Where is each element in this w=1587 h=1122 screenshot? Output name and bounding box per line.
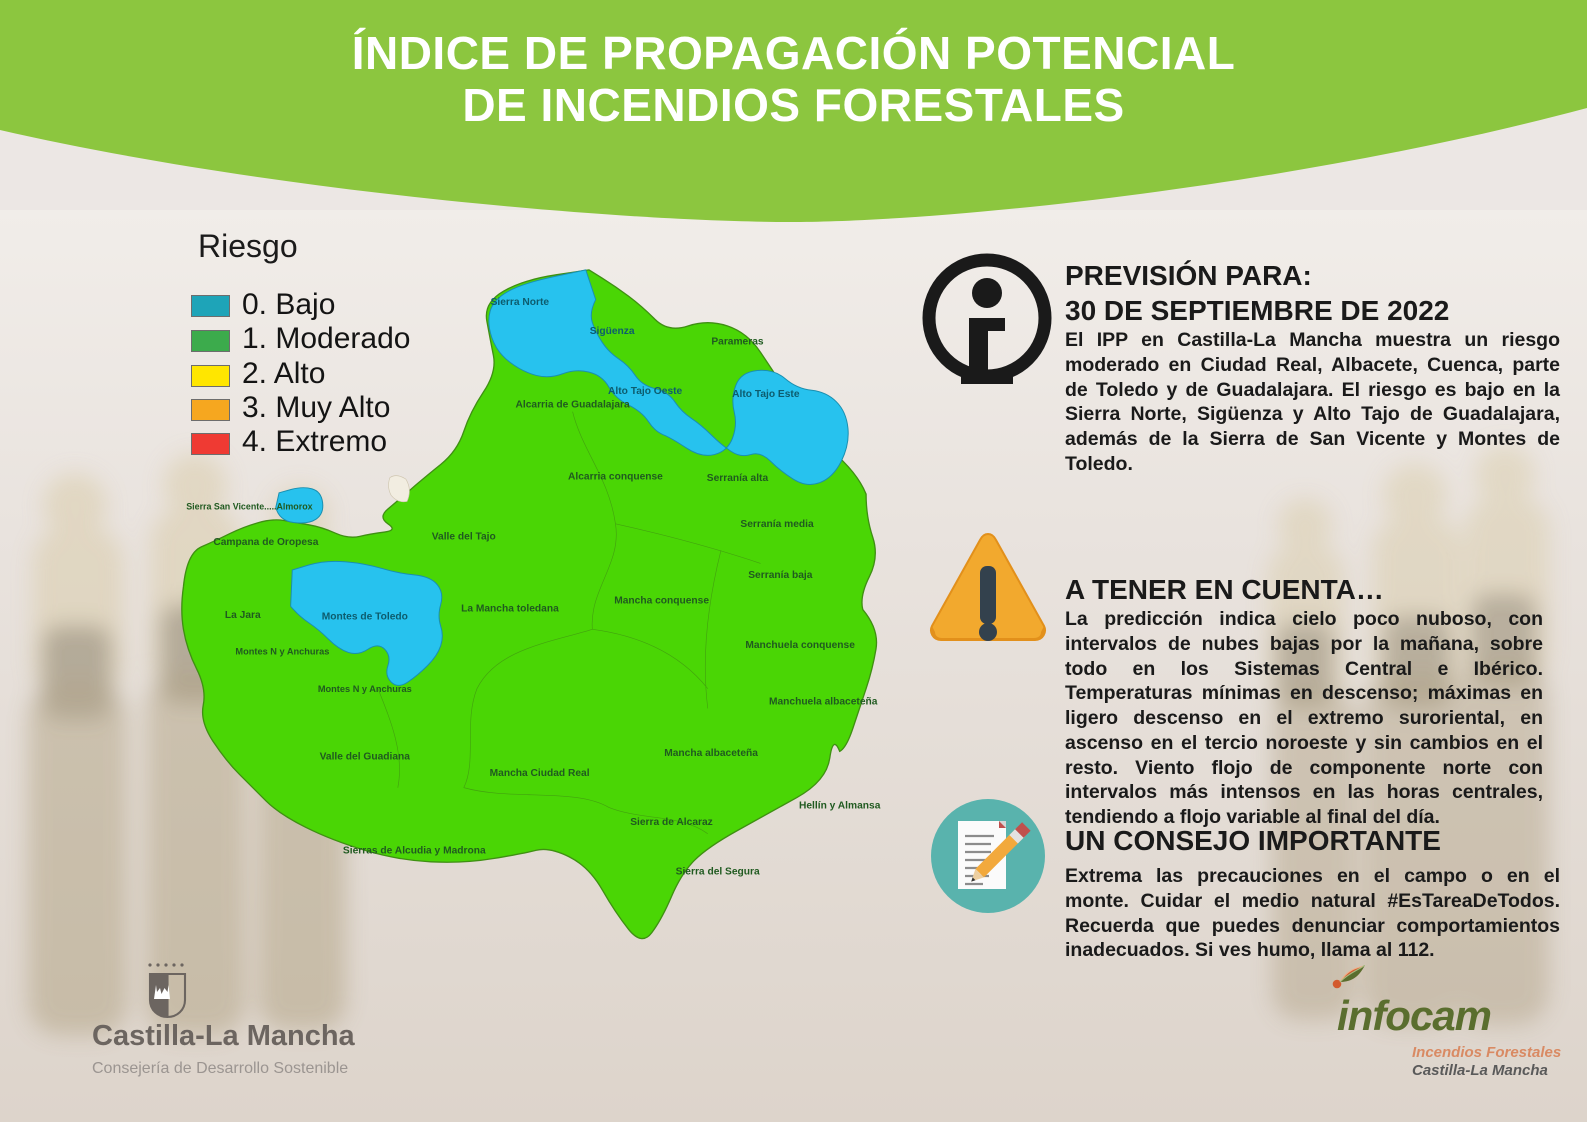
svg-text:Alcarria de Guadalajara: Alcarria de Guadalajara (515, 400, 629, 411)
svg-text:Manchuela albaceteña: Manchuela albaceteña (769, 697, 878, 708)
svg-text:La Mancha toledana: La Mancha toledana (461, 604, 559, 615)
svg-text:Valle del Guadiana: Valle del Guadiana (320, 751, 411, 762)
svg-text:Sigüenza: Sigüenza (590, 326, 635, 337)
svg-text:Hellín y Almansa: Hellín y Almansa (799, 801, 881, 812)
svg-text:Montes N y Anchuras: Montes N y Anchuras (235, 646, 329, 656)
svg-text:Valle del Tajo: Valle del Tajo (432, 532, 496, 543)
svg-text:La Jara: La Jara (225, 610, 261, 621)
svg-text:Montes N y Anchuras: Montes N y Anchuras (318, 684, 412, 694)
svg-text:Mancha albaceteña: Mancha albaceteña (664, 748, 758, 759)
svg-text:Sierra del Segura: Sierra del Segura (676, 867, 760, 878)
svg-text:Sierra San Vicente.....Almorox: Sierra San Vicente.....Almorox (186, 501, 312, 511)
svg-text:Alto Tajo Este: Alto Tajo Este (732, 389, 800, 400)
svg-text:Serranía baja: Serranía baja (748, 570, 813, 581)
svg-text:Mancha Ciudad Real: Mancha Ciudad Real (490, 768, 590, 779)
svg-text:Montes de Toledo: Montes de Toledo (322, 611, 408, 622)
svg-text:Alto Tajo Oeste: Alto Tajo Oeste (608, 386, 683, 397)
svg-text:Alcarria conquense: Alcarria conquense (568, 472, 663, 483)
svg-text:Manchuela conquense: Manchuela conquense (745, 640, 855, 651)
svg-text:Parameras: Parameras (711, 336, 764, 347)
svg-text:Campana de Oropesa: Campana de Oropesa (213, 537, 318, 548)
svg-text:Sierra Norte: Sierra Norte (491, 297, 550, 308)
svg-text:Sierras de Alcudia y Madrona: Sierras de Alcudia y Madrona (343, 846, 486, 857)
svg-text:Serranía media: Serranía media (740, 519, 814, 530)
svg-text:Mancha conquense: Mancha conquense (614, 596, 709, 607)
svg-text:Sierra de Alcaraz: Sierra de Alcaraz (630, 817, 713, 828)
svg-text:Serranía alta: Serranía alta (707, 473, 769, 484)
